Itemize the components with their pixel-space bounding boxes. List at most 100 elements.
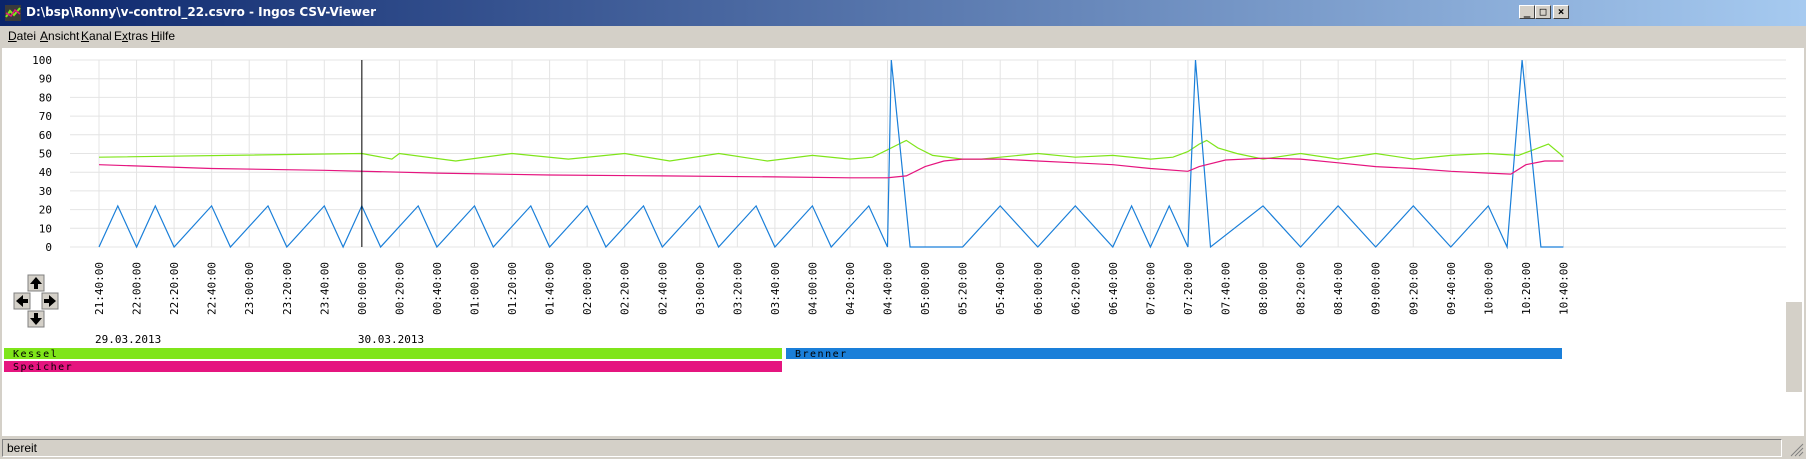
series-line-brenner (98, 59, 1564, 250)
pan-up-button[interactable] (27, 274, 45, 292)
status-text: bereit (2, 439, 1782, 457)
legend: Kessel Brenner Speicher (4, 348, 1562, 373)
y-tick-label: 10 (39, 222, 52, 235)
x-tick-label: 05:40:00 (994, 262, 1007, 315)
menu-kanal[interactable]: Kanal (81, 29, 112, 43)
series-lines (98, 59, 1564, 250)
y-tick-label: 40 (39, 166, 52, 179)
menu-bar: Datei Ansicht Kanal Extras Hilfe (0, 26, 1806, 48)
x-tick-label: 02:00:00 (581, 262, 594, 315)
title-bar[interactable]: D:\bsp\Ronny\v-control_22.csvro - Ingos … (0, 0, 1806, 26)
chart-area[interactable]: 100 90 80 70 60 50 40 30 20 10 0 21:40:00 22:00:00 2… (2, 48, 1804, 436)
arrow-right-icon (44, 295, 56, 307)
legend-label: Kessel (13, 349, 58, 360)
x-tick-label: 23:20:00 (281, 262, 294, 315)
legend-item-kessel[interactable]: Kessel (4, 348, 782, 360)
x-tick-label: 02:40:00 (656, 262, 669, 315)
menu-extras[interactable]: Extras (114, 29, 149, 43)
pan-left-button[interactable] (13, 292, 31, 310)
x-tick-label: 06:40:00 (1107, 262, 1120, 315)
x-tick-label: 08:00:00 (1257, 262, 1270, 315)
x-tick-label: 00:00:00 (356, 262, 369, 315)
app-icon (5, 5, 21, 21)
x-tick-label: 03:20:00 (731, 262, 744, 315)
x-tick-label: 07:00:00 (1144, 262, 1157, 315)
x-tick-label: 07:20:00 (1182, 262, 1195, 315)
x-tick-label: 05:20:00 (957, 262, 970, 315)
minimize-icon: _ (1523, 5, 1531, 18)
resize-grip-icon[interactable] (1790, 443, 1804, 457)
x-tick-label: 04:40:00 (882, 262, 895, 315)
minimize-button[interactable]: _ (1519, 5, 1535, 19)
x-tick-label: 04:20:00 (844, 262, 857, 315)
arrow-up-icon (30, 277, 42, 289)
date-label: 29.03.2013 (95, 333, 161, 346)
arrow-down-icon (30, 313, 42, 325)
x-tick-label: 02:20:00 (619, 262, 632, 315)
x-tick-label: 09:00:00 (1370, 262, 1383, 315)
pan-right-button[interactable] (41, 292, 59, 310)
x-tick-label: 22:00:00 (131, 262, 144, 315)
y-tick-label: 50 (39, 148, 52, 161)
maximize-button[interactable]: □ (1535, 5, 1551, 19)
menu-ansicht[interactable]: Ansicht (40, 29, 80, 43)
close-icon: × (1557, 5, 1565, 18)
y-tick-label: 70 (39, 110, 52, 123)
arrow-left-icon (16, 295, 28, 307)
x-tick-label: 10:40:00 (1557, 262, 1570, 315)
pan-down-button[interactable] (27, 310, 45, 328)
x-tick-label: 01:20:00 (506, 262, 519, 315)
y-tick-label: 80 (39, 91, 52, 104)
x-tick-label: 09:20:00 (1407, 262, 1420, 315)
x-tick-label: 04:00:00 (806, 262, 819, 315)
legend-swatch (4, 348, 782, 359)
x-tick-label: 06:20:00 (1069, 262, 1082, 315)
x-tick-label: 05:00:00 (919, 262, 932, 315)
chart-grid (70, 59, 1786, 248)
legend-item-speicher[interactable]: Speicher (4, 361, 782, 373)
y-tick-label: 90 (39, 73, 52, 86)
close-button[interactable]: × (1553, 5, 1569, 19)
legend-item-brenner[interactable]: Brenner (786, 348, 1562, 360)
x-axis-ticks: 21:40:00 22:00:00 22:20:00 22:40:00 23:00:00… (93, 262, 1570, 315)
date-labels: 29.03.2013 30.03.2013 (95, 333, 424, 346)
horizontal-scrollbar[interactable] (1786, 302, 1802, 392)
legend-label: Brenner (795, 349, 848, 360)
status-bar: bereit (0, 437, 1806, 459)
y-tick-label: 30 (39, 185, 52, 198)
x-tick-label: 10:00:00 (1482, 262, 1495, 315)
x-tick-label: 03:00:00 (694, 262, 707, 315)
x-tick-label: 23:00:00 (243, 262, 256, 315)
x-tick-label: 03:40:00 (769, 262, 782, 315)
maximize-icon: □ (1539, 5, 1547, 18)
date-label: 30.03.2013 (358, 333, 424, 346)
series-line-kessel (98, 139, 1564, 162)
x-tick-label: 21:40:00 (93, 262, 106, 315)
x-tick-label: 08:20:00 (1295, 262, 1308, 315)
x-tick-label: 06:00:00 (1032, 262, 1045, 315)
menu-datei[interactable]: Datei (8, 29, 37, 43)
legend-label: Speicher (13, 362, 73, 373)
x-tick-label: 22:40:00 (206, 262, 219, 315)
y-tick-label: 0 (45, 241, 52, 254)
legend-swatch (786, 348, 1562, 359)
menu-hilfe[interactable]: Hilfe (151, 29, 176, 43)
legend-swatch (4, 361, 782, 372)
x-tick-label: 23:40:00 (318, 262, 331, 315)
x-tick-label: 09:40:00 (1445, 262, 1458, 315)
y-tick-label: 100 (32, 54, 52, 67)
y-tick-label: 60 (39, 129, 52, 142)
series-line-speicher (98, 157, 1564, 179)
x-tick-label: 00:40:00 (431, 262, 444, 315)
pan-arrows (13, 274, 59, 328)
x-tick-label: 07:40:00 (1220, 262, 1233, 315)
x-tick-label: 01:00:00 (469, 262, 482, 315)
y-tick-label: 20 (39, 204, 52, 217)
window-title: D:\bsp\Ronny\v-control_22.csvro - Ingos … (26, 5, 376, 19)
x-tick-label: 10:20:00 (1520, 262, 1533, 315)
x-tick-label: 01:40:00 (544, 262, 557, 315)
x-tick-label: 00:20:00 (393, 262, 406, 315)
